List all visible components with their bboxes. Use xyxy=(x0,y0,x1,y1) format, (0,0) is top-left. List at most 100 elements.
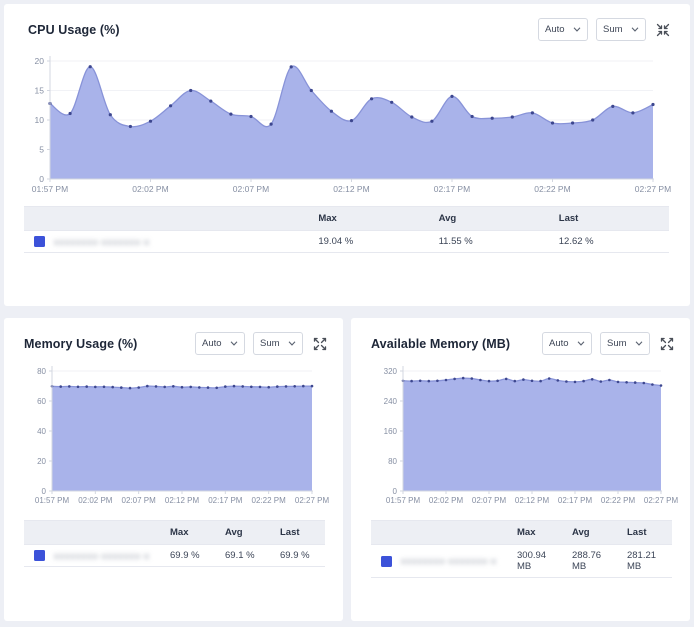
cpu-interval-value: Auto xyxy=(545,24,565,35)
available-memory-avg-value: 288.76 MB xyxy=(562,544,617,578)
svg-text:15: 15 xyxy=(35,86,45,96)
col-header-series xyxy=(24,520,161,545)
memory-series-legend[interactable]: xxxxxxxx-xxxxxxx-x xyxy=(34,550,150,561)
series-color-swatch xyxy=(381,555,392,567)
panel-cpu-usage: CPU Usage (%) Auto Sum 0 5 10 15 20 01:57 PM 0… xyxy=(4,4,690,306)
col-header-max: Max xyxy=(507,520,562,545)
available-memory-interval-value: Auto xyxy=(549,338,569,349)
chevron-down-icon xyxy=(230,341,238,346)
svg-text:02:07 PM: 02:07 PM xyxy=(233,184,269,194)
svg-text:02:07 PM: 02:07 PM xyxy=(122,496,157,505)
memory-panel-title: Memory Usage (%) xyxy=(24,336,138,351)
svg-text:0: 0 xyxy=(39,174,44,184)
chevron-down-icon xyxy=(635,341,643,346)
col-header-avg: Avg xyxy=(428,206,549,231)
cpu-usage-chart[interactable]: 0 5 10 15 20 01:57 PM 02:02 PM 02:07 PM 02:12 PM… xyxy=(22,51,674,197)
cpu-avg-value: 11.55 % xyxy=(428,230,549,253)
series-name-redacted: xxxxxxxx-xxxxxxx-x xyxy=(401,556,497,566)
table-header-row: Max Avg Last xyxy=(371,520,672,545)
table-header-row: Max Avg Last xyxy=(24,520,325,545)
available-memory-interval-select[interactable]: Auto xyxy=(542,332,592,355)
col-header-avg: Avg xyxy=(215,520,270,545)
svg-text:02:22 PM: 02:22 PM xyxy=(601,496,636,505)
table-row: xxxxxxxx-xxxxxxx-x 300.94 MB 288.76 MB 2… xyxy=(371,544,672,578)
cpu-aggregation-select[interactable]: Sum xyxy=(596,18,646,41)
chevron-down-icon xyxy=(577,341,585,346)
svg-text:02:02 PM: 02:02 PM xyxy=(132,184,168,194)
svg-text:02:27 PM: 02:27 PM xyxy=(644,496,679,505)
svg-text:0: 0 xyxy=(42,487,47,496)
col-header-max: Max xyxy=(160,520,215,545)
available-memory-stats-table: Max Avg Last xxxxxxxx-xxxxxxx-x 300.94 M… xyxy=(371,520,672,578)
svg-text:320: 320 xyxy=(384,367,398,376)
svg-text:01:57 PM: 01:57 PM xyxy=(386,496,421,505)
memory-aggregation-select[interactable]: Sum xyxy=(253,332,303,355)
svg-text:02:17 PM: 02:17 PM xyxy=(208,496,243,505)
memory-avg-value: 69.1 % xyxy=(215,544,270,567)
svg-text:80: 80 xyxy=(37,367,46,376)
expand-icon xyxy=(313,337,327,350)
memory-interval-select[interactable]: Auto xyxy=(195,332,245,355)
chevron-down-icon xyxy=(288,341,296,346)
svg-text:02:12 PM: 02:12 PM xyxy=(165,496,200,505)
available-memory-panel-header: Available Memory (MB) Auto Sum xyxy=(351,318,690,355)
table-header-row: Max Avg Last xyxy=(24,206,669,231)
cpu-stats-table: Max Avg Last xxxxxxxx-xxxxxxx-x 19.04 % … xyxy=(24,206,669,253)
col-header-max: Max xyxy=(308,206,429,231)
available-memory-last-value: 281.21 MB xyxy=(616,544,672,578)
svg-text:02:17 PM: 02:17 PM xyxy=(434,184,470,194)
col-header-series xyxy=(24,206,309,231)
svg-text:02:22 PM: 02:22 PM xyxy=(534,184,570,194)
panel-memory-usage: Memory Usage (%) Auto Sum 0 20 40 60 80 01:57… xyxy=(4,318,343,621)
svg-text:02:12 PM: 02:12 PM xyxy=(515,496,550,505)
svg-text:10: 10 xyxy=(35,115,45,125)
table-row: xxxxxxxx-xxxxxxx-x 69.9 % 69.1 % 69.9 % xyxy=(24,544,325,567)
col-header-last: Last xyxy=(269,520,325,545)
series-name-redacted: xxxxxxxx-xxxxxxx-x xyxy=(54,236,150,247)
available-memory-aggregation-value: Sum xyxy=(607,338,627,349)
svg-text:02:07 PM: 02:07 PM xyxy=(472,496,507,505)
svg-text:60: 60 xyxy=(37,397,46,406)
cpu-series-legend[interactable]: xxxxxxxx-xxxxxxx-x xyxy=(34,236,298,247)
memory-max-value: 69.9 % xyxy=(160,544,215,567)
memory-expand-button[interactable] xyxy=(311,335,329,353)
chevron-down-icon xyxy=(573,27,581,32)
available-memory-expand-button[interactable] xyxy=(658,335,676,353)
svg-text:01:57 PM: 01:57 PM xyxy=(35,496,70,505)
series-color-swatch xyxy=(34,550,45,561)
cpu-max-value: 19.04 % xyxy=(308,230,429,253)
svg-text:80: 80 xyxy=(388,457,397,466)
available-memory-aggregation-select[interactable]: Sum xyxy=(600,332,650,355)
memory-aggregation-value: Sum xyxy=(260,338,280,349)
svg-text:02:12 PM: 02:12 PM xyxy=(333,184,369,194)
available-memory-max-value: 300.94 MB xyxy=(507,544,562,578)
col-header-series xyxy=(371,520,508,545)
cpu-panel-header: CPU Usage (%) Auto Sum xyxy=(4,4,690,41)
col-header-avg: Avg xyxy=(562,520,617,545)
memory-panel-header: Memory Usage (%) Auto Sum xyxy=(4,318,343,355)
available-memory-panel-title: Available Memory (MB) xyxy=(371,336,511,351)
panel-available-memory: Available Memory (MB) Auto Sum 0 80 160 240… xyxy=(351,318,690,621)
memory-stats-table: Max Avg Last xxxxxxxx-xxxxxxx-x 69.9 % 6… xyxy=(24,520,325,567)
svg-text:240: 240 xyxy=(384,397,398,406)
col-header-last: Last xyxy=(548,206,669,231)
svg-text:02:27 PM: 02:27 PM xyxy=(295,496,330,505)
collapse-icon xyxy=(656,23,670,36)
svg-text:40: 40 xyxy=(37,427,46,436)
available-memory-series-legend[interactable]: xxxxxxxx-xxxxxxx-x xyxy=(381,555,497,567)
svg-text:02:27 PM: 02:27 PM xyxy=(635,184,671,194)
memory-last-value: 69.9 % xyxy=(269,544,325,567)
cpu-collapse-button[interactable] xyxy=(654,21,672,39)
svg-text:01:57 PM: 01:57 PM xyxy=(32,184,68,194)
table-row: xxxxxxxx-xxxxxxx-x 19.04 % 11.55 % 12.62… xyxy=(24,230,669,253)
memory-usage-chart[interactable]: 0 20 40 60 80 01:57 PM 02:02 PM 02:07 PM 02:12 P… xyxy=(14,361,334,507)
available-memory-chart[interactable]: 0 80 160 240 320 01:57 PM 02:02 PM 02:07 PM 02:1… xyxy=(361,361,681,507)
expand-icon xyxy=(660,337,674,350)
svg-text:20: 20 xyxy=(37,457,46,466)
svg-text:5: 5 xyxy=(39,145,44,155)
cpu-aggregation-value: Sum xyxy=(603,24,623,35)
cpu-panel-title: CPU Usage (%) xyxy=(28,22,120,37)
cpu-interval-select[interactable]: Auto xyxy=(538,18,588,41)
chevron-down-icon xyxy=(631,27,639,32)
memory-interval-value: Auto xyxy=(202,338,222,349)
